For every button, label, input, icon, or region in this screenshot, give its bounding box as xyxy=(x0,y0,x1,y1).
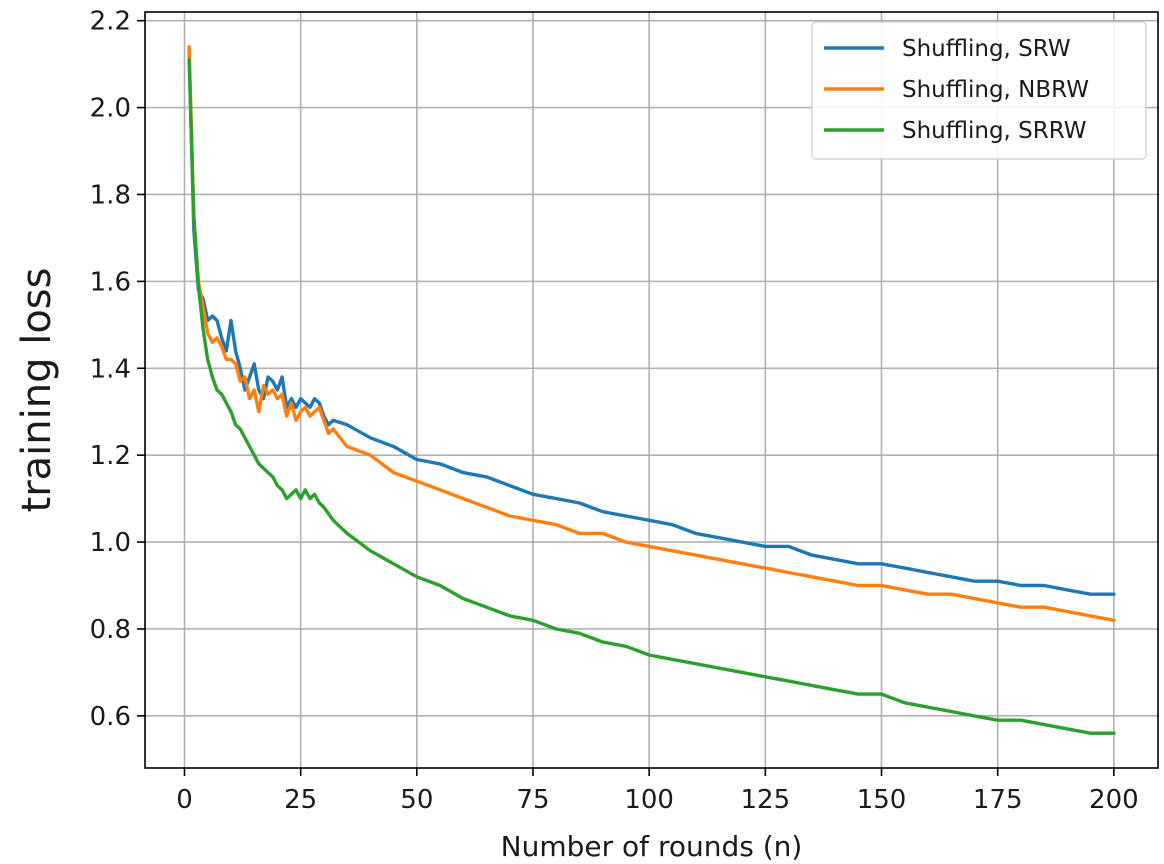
x-tick-label: 0 xyxy=(176,785,193,815)
y-axis-title: training loss xyxy=(14,268,60,513)
series-line-3 xyxy=(187,58,1116,735)
x-tick-label: 200 xyxy=(1089,785,1139,815)
x-tick-label: 150 xyxy=(857,785,907,815)
series-line-1 xyxy=(187,49,1116,596)
x-tick-label: 25 xyxy=(284,785,317,815)
y-tick-label: 2.0 xyxy=(90,94,131,124)
y-tick-label: 1.0 xyxy=(90,528,131,558)
axis-ticks: 0 25 50 75 100 125 150 175 200 0.6 0.8 1.0 1.2 1.4 1.6… xyxy=(90,7,1139,815)
legend-box xyxy=(811,21,1147,160)
legend-label-2: Shuffling, NBRW xyxy=(902,77,1089,103)
legend-label-3: Shuffling, SRRW xyxy=(902,118,1087,144)
x-tick-label: 100 xyxy=(624,785,674,815)
y-tick-label: 2.2 xyxy=(90,7,131,37)
x-tick-label: 125 xyxy=(741,785,791,815)
y-tick-label: 1.8 xyxy=(90,180,131,210)
x-tick-label: 175 xyxy=(973,785,1023,815)
x-tick-label: 50 xyxy=(400,785,433,815)
y-tick-label: 0.6 xyxy=(90,702,131,732)
y-tick-label: 1.4 xyxy=(90,354,131,384)
plot-area-frame xyxy=(144,11,1159,769)
legend-label-1: Shuffling, SRW xyxy=(902,36,1071,62)
y-tick-label: 1.6 xyxy=(90,267,131,297)
x-tick-label: 75 xyxy=(516,785,549,815)
y-tick-label: 0.8 xyxy=(90,615,131,645)
x-axis-title: Number of rounds (n) xyxy=(501,830,803,863)
series-lines xyxy=(187,45,1116,735)
y-tick-label: 1.2 xyxy=(90,441,131,471)
series-line-2 xyxy=(187,45,1116,622)
grid-lines xyxy=(145,12,1158,768)
legend: Shuffling, SRW Shuffling, NBRW Shuffling, … xyxy=(811,21,1147,160)
